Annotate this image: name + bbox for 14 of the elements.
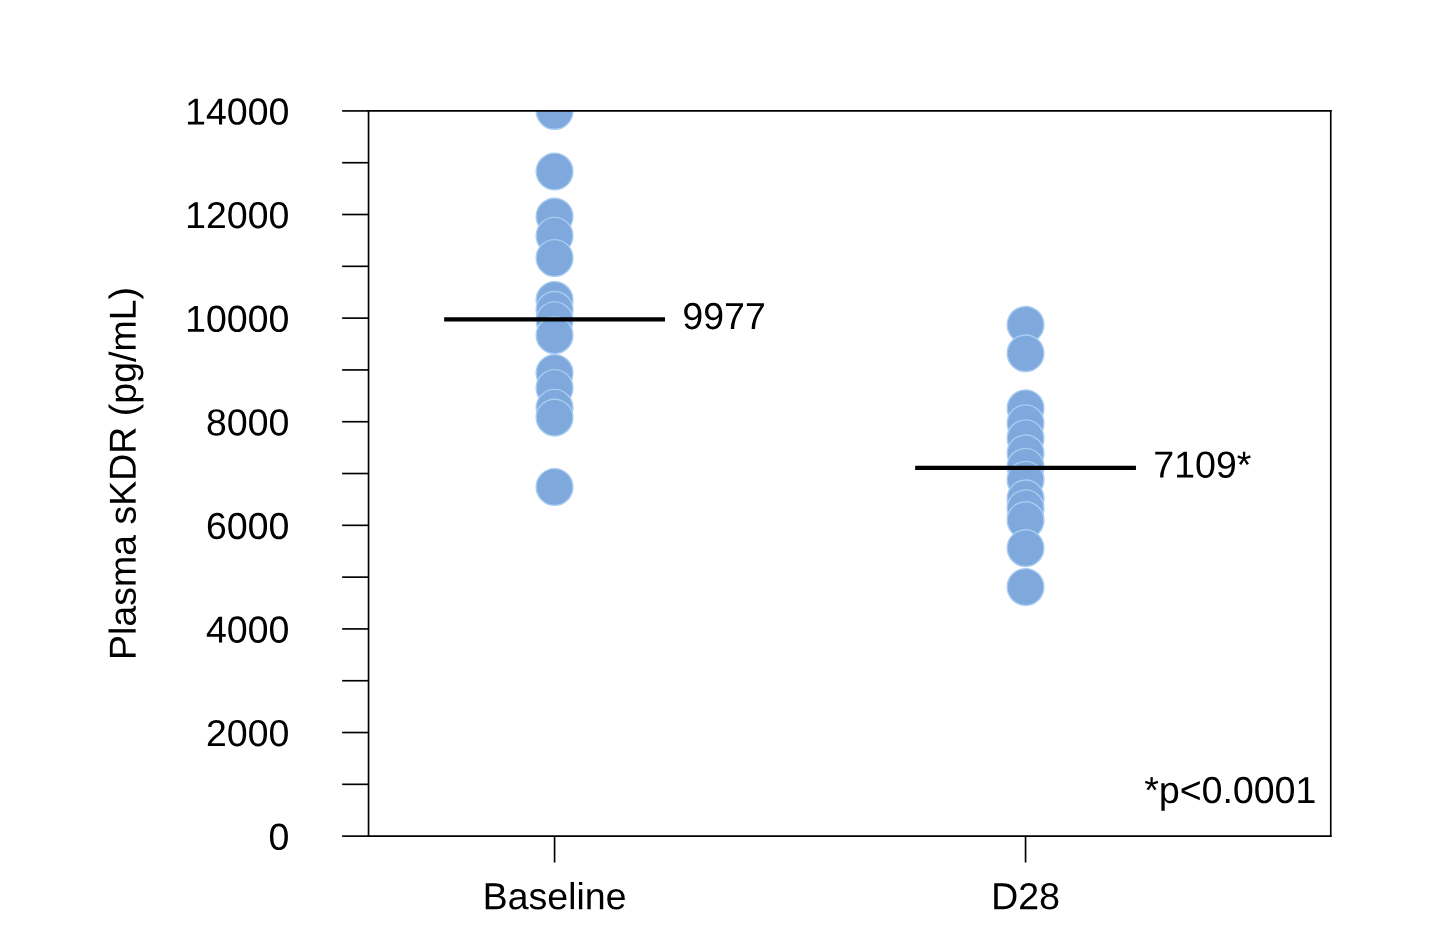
ref-line-label: 9977 (684, 302, 764, 330)
x-tick-label: D28 (994, 882, 1059, 910)
x-tick-label: Baseline (485, 881, 625, 910)
y-tick-label: 6000 (207, 512, 288, 540)
y-tick-label: 4000 (206, 616, 288, 643)
y-axis-title: Plasma sKDR (pg/mL) (108, 289, 144, 657)
ref-line-label: 7109* (1155, 451, 1251, 478)
y-tick-label: 12000 (187, 201, 288, 229)
y-tick-label: 2000 (207, 719, 288, 747)
y-tick-label: 8000 (207, 409, 288, 436)
y-tick-label: 14000 (187, 98, 288, 125)
annotation: *p<0.0001 (1144, 776, 1315, 811)
y-tick-label: 10000 (187, 305, 288, 333)
y-tick-label: 0 (269, 823, 288, 851)
